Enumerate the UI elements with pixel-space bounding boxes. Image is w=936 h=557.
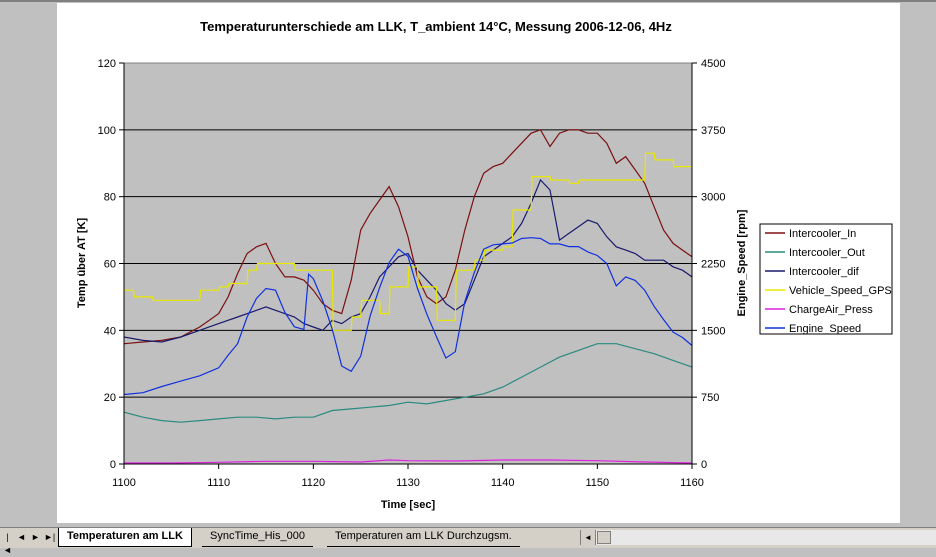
x-tick-label: 1160: [680, 477, 704, 489]
chart: Temperaturunterschiede am LLK, T_ambient…: [76, 19, 893, 511]
tab-temperaturen-durchzugsm[interactable]: Temperaturen am LLK Durchzugsm.: [327, 528, 520, 547]
series-lines: [123, 129, 693, 464]
y-tick-label-right: 3000: [701, 192, 725, 204]
tab-synctime-his-000[interactable]: SyncTime_His_000: [202, 528, 313, 547]
y-tick-label-left: 80: [104, 192, 116, 204]
x-tick-label: 1110: [207, 477, 230, 489]
chart-title: Temperaturunterschiede am LLK, T_ambient…: [200, 19, 672, 34]
y-axis-label-left: Temp über AT [K]: [76, 218, 88, 309]
x-tick-label: 1120: [302, 477, 326, 489]
worksheet-margin: [900, 2, 936, 527]
x-axis-label: Time [sec]: [381, 499, 436, 511]
last-sheet-button[interactable]: ►|: [44, 532, 56, 542]
legend-label: Intercooler_Out: [789, 247, 865, 259]
tab-temperaturen-am-llk[interactable]: Temperaturen am LLK: [58, 528, 192, 547]
legend-label: Intercooler_In: [789, 228, 856, 240]
x-tick-label: 1150: [586, 477, 610, 489]
series-line-intercooler-in: [123, 129, 693, 345]
legend-box: [759, 223, 893, 335]
scroll-left-arrow-icon[interactable]: ◄: [581, 530, 596, 545]
series-line-vehicle-speed-gps: [124, 152, 692, 331]
scroll-thumb[interactable]: [597, 531, 611, 544]
legend-label: Engine_Speed: [789, 323, 861, 335]
series-line-intercooler-dif: [123, 178, 693, 343]
y-tick-label-right: 4500: [701, 58, 725, 70]
tick-labels: 0 20 40 60 80 100 120 0 750 1500 2250 3000 3750 4500 1…: [98, 58, 726, 489]
y-tick-label-left: 20: [104, 392, 116, 404]
y-tick-label-left: 0: [110, 459, 116, 471]
x-tick-label: 1100: [112, 477, 136, 489]
legend-label: ChargeAir_Press: [789, 304, 873, 316]
gridlines: [124, 129, 692, 398]
y-tick-label-left: 40: [104, 325, 116, 337]
y-axis-label-right: Engine_Speed [rpm]: [736, 209, 748, 316]
y-tick-label-right: 750: [701, 392, 719, 404]
y-tick-label-right: 0: [701, 459, 707, 471]
x-tick-label: 1130: [396, 477, 420, 489]
next-sheet-button[interactable]: ►: [31, 532, 40, 542]
y-tick-label-right: 2250: [701, 259, 725, 271]
legend-label: Vehicle_Speed_GPS: [789, 285, 892, 297]
y-tick-label-left: 100: [98, 125, 116, 137]
prev-sheet-button[interactable]: ◄: [17, 532, 26, 542]
x-tick-label: 1140: [491, 477, 515, 489]
axis-ticks: [119, 62, 697, 469]
series-line-engine-speed: [123, 237, 693, 396]
legend-label: Intercooler_dif: [789, 266, 860, 278]
first-sheet-button[interactable]: |◄: [3, 532, 12, 555]
y-tick-label-left: 120: [98, 58, 116, 70]
horizontal-scrollbar[interactable]: ◄: [580, 530, 936, 545]
sheet-tab-bar: |◄ ◄ ► ►| Temperaturen am LLK SyncTime_H…: [0, 527, 936, 555]
window-top-edge: [0, 0, 936, 2]
y-tick-label-left: 60: [104, 259, 116, 271]
series-line-chargeair-press: [124, 459, 693, 464]
legend[interactable]: Intercooler_In Intercooler_Out Intercooler…: [759, 223, 893, 335]
y-tick-label-right: 3750: [701, 125, 725, 137]
series-line-intercooler-out: [123, 343, 693, 423]
y-tick-label-right: 1500: [701, 325, 725, 337]
